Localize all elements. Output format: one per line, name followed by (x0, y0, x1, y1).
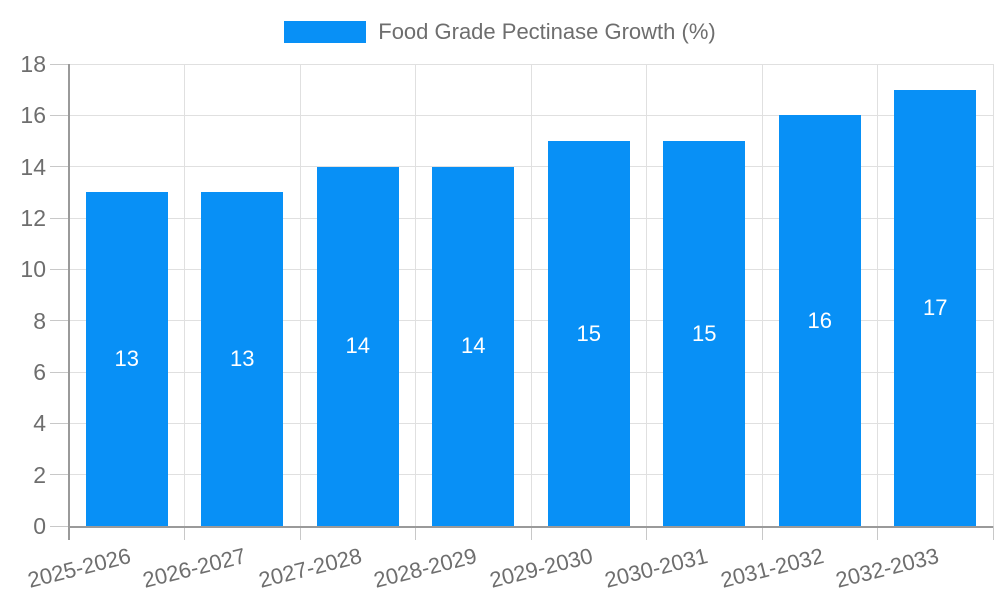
x-axis-tick-label: 2032-2033 (833, 543, 942, 593)
bar[interactable] (85, 192, 168, 526)
x-axis-tick-label: 2031-2032 (717, 543, 826, 593)
y-axis-tick (50, 63, 69, 65)
bar[interactable] (201, 192, 284, 526)
legend-label: Food Grade Pectinase Growth (%) (378, 19, 716, 44)
y-axis-tick (50, 474, 69, 476)
bar-value-label: 13 (230, 346, 255, 372)
bar-value-label: 15 (692, 320, 717, 346)
x-axis-tick-label: 2029-2030 (486, 543, 595, 593)
y-axis-tick (50, 166, 69, 168)
bar[interactable] (663, 141, 746, 526)
y-axis-tick-label: 18 (20, 51, 46, 77)
gridline-vertical (646, 64, 647, 526)
legend-swatch (284, 21, 367, 43)
legend[interactable]: Food Grade Pectinase Growth (%) (0, 19, 1000, 45)
y-axis-tick-label: 10 (20, 256, 46, 283)
x-axis-tick (646, 526, 647, 540)
y-axis-tick (50, 422, 69, 424)
y-axis-line (68, 64, 70, 540)
gridline-vertical (530, 64, 532, 526)
gridline-vertical (415, 64, 416, 526)
bar[interactable] (894, 89, 977, 526)
x-axis-tick (877, 526, 878, 540)
bar[interactable] (547, 141, 630, 526)
y-axis-tick-label: 16 (20, 102, 46, 129)
bar-value-label: 15 (576, 320, 601, 346)
x-axis-tick (415, 526, 416, 540)
gridline-vertical (184, 64, 185, 526)
x-axis-tick (299, 526, 301, 540)
x-axis-tick (761, 526, 763, 540)
y-axis-tick (50, 320, 69, 322)
bar[interactable] (778, 115, 861, 526)
plot-area: 0 2 4 6 8 10 12 14 16 18 13 13 14 14 15 15 16 17 2025-2026… (20, 51, 994, 593)
y-axis-tick (50, 371, 69, 373)
y-axis-tick (50, 268, 69, 270)
bar[interactable] (432, 166, 515, 526)
y-axis-tick (50, 217, 69, 219)
x-axis-tick-label: 2028-2029 (371, 543, 480, 593)
gridline-vertical (992, 64, 994, 526)
x-axis-tick (992, 526, 994, 540)
bar-value-label: 14 (345, 333, 370, 359)
bar-value-label: 14 (461, 333, 486, 359)
x-axis-tick (530, 526, 532, 540)
x-axis-tick-label: 2030-2031 (602, 543, 711, 593)
x-axis-line (69, 526, 993, 528)
gridline-vertical (761, 64, 763, 526)
bar-value-label: 16 (807, 307, 832, 333)
x-axis-tick (184, 526, 185, 540)
y-axis-tick-label: 4 (33, 410, 46, 437)
gridline-vertical (299, 64, 301, 526)
bar-value-label: 17 (923, 294, 948, 320)
y-axis-tick (50, 114, 69, 116)
y-axis-tick-label: 12 (20, 205, 46, 231)
y-axis-tick-label: 2 (33, 461, 46, 488)
y-axis-tick-label: 0 (33, 513, 46, 539)
y-axis-tick (50, 525, 69, 527)
y-axis-tick-label: 8 (33, 307, 46, 334)
x-axis-tick-label: 2026-2027 (140, 543, 249, 593)
gridline-vertical (877, 64, 878, 526)
bar[interactable] (316, 166, 399, 526)
y-axis-tick-label: 6 (33, 359, 46, 385)
x-axis-tick-label: 2025-2026 (24, 543, 133, 593)
x-axis-tick-label: 2027-2028 (255, 543, 364, 593)
y-axis-tick-label: 14 (20, 153, 46, 180)
bar-value-label: 13 (114, 346, 139, 372)
